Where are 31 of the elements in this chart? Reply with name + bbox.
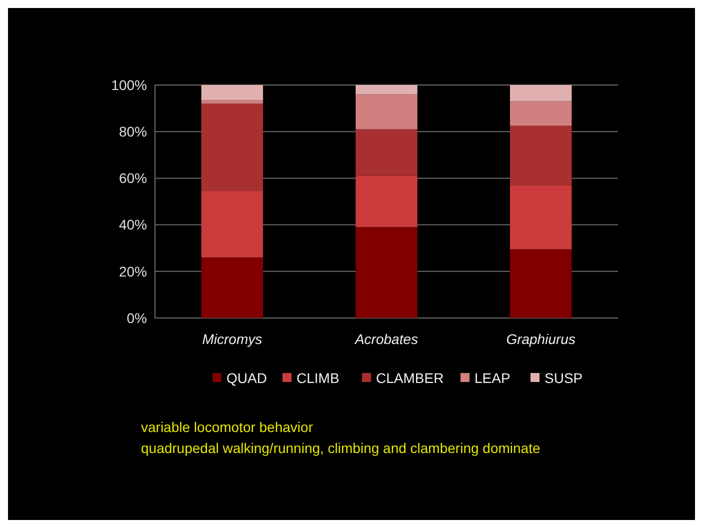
bar [356, 85, 418, 94]
y-tick-label: 20% [118, 263, 147, 280]
bar [510, 126, 572, 186]
bar [201, 104, 264, 192]
y-tick-label: 60% [118, 170, 147, 186]
bar [356, 227, 418, 318]
bar [201, 191, 264, 258]
y-tick-label: 100% [111, 76, 147, 93]
bar [201, 100, 264, 104]
legend-label: CLAMBER [376, 370, 444, 386]
text: variable locomotor behavior [141, 419, 314, 435]
y-tick-label: 80% [118, 124, 147, 140]
bar [510, 185, 572, 250]
bar [356, 94, 418, 130]
y-tick-label: 40% [118, 216, 147, 233]
x-tick-label: Micromys [202, 331, 262, 347]
legend-label: SUSP [544, 370, 583, 386]
bar [201, 85, 264, 100]
x-tick-label: Acrobates [354, 331, 418, 347]
bar [356, 176, 418, 228]
legend-label: QUAD [226, 370, 267, 386]
y-tick-label: 0% [126, 310, 147, 326]
bar [510, 85, 572, 102]
x-tick-label: Graphiurus [506, 331, 576, 347]
bar [510, 101, 572, 126]
bar [201, 257, 264, 318]
legend-label: CLIMB [296, 370, 340, 386]
text: quadrupedal walking/running, climbing and clambering dominate [141, 440, 540, 456]
legend-label: LEAP [474, 370, 510, 386]
bar [356, 129, 418, 176]
bar [510, 249, 572, 318]
